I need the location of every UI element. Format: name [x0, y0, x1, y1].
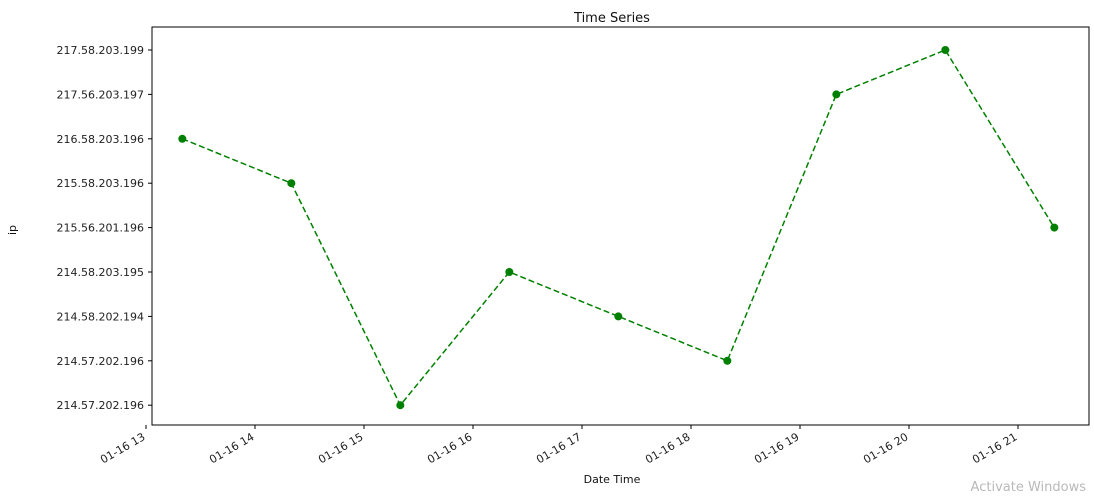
data-point	[396, 401, 405, 410]
y-axis-label: ip	[6, 225, 19, 235]
data-point	[178, 134, 187, 143]
data-point	[614, 312, 623, 321]
series-group	[178, 46, 1059, 410]
y-tick-label: 214.58.203.195	[57, 266, 144, 279]
x-tick-label: 01-16 21	[970, 430, 1019, 466]
x-tick-label: 01-16 20	[861, 430, 910, 466]
data-point	[1050, 223, 1059, 232]
y-tick-label: 215.56.201.196	[57, 222, 144, 235]
chart-title: Time Series	[573, 11, 650, 26]
y-tick-label: 215.58.203.196	[57, 177, 144, 190]
y-tick-label: 214.57.202.196	[57, 399, 144, 412]
series-line	[182, 49, 1055, 407]
data-point	[941, 46, 950, 54]
x-tick-label: 01-16 18	[643, 430, 692, 466]
x-tick-label: 01-16 19	[752, 430, 801, 466]
y-tick-label: 214.57.202.196	[57, 355, 144, 368]
data-point	[832, 90, 841, 99]
y-tick-label: 214.58.202.194	[57, 310, 144, 323]
activate-windows-watermark: Activate Windows	[970, 480, 1086, 495]
x-tick-label: 01-16 16	[425, 430, 474, 466]
plot-frame	[151, 26, 1090, 426]
y-tick-label: 217.58.203.199	[57, 44, 144, 57]
x-tick-label: 01-16 13	[98, 430, 147, 466]
x-tick-label: 01-16 15	[316, 430, 365, 466]
x-tick-label: 01-16 17	[534, 430, 583, 466]
data-point	[505, 268, 514, 276]
y-axis: 214.57.202.196 214.57.202.196 214.58.202.1…	[57, 44, 152, 412]
y-tick-label: 216.58.203.196	[57, 133, 144, 146]
data-point	[287, 179, 296, 188]
y-tick-label: 217.56.203.197	[57, 88, 144, 101]
x-tick-label: 01-16 14	[207, 430, 256, 466]
data-point	[723, 356, 732, 365]
x-axis: 01-16 13 01-16 14 01-16 15 01-16 16 01-16 17…	[98, 425, 1020, 466]
x-axis-label: Date Time	[584, 473, 641, 486]
